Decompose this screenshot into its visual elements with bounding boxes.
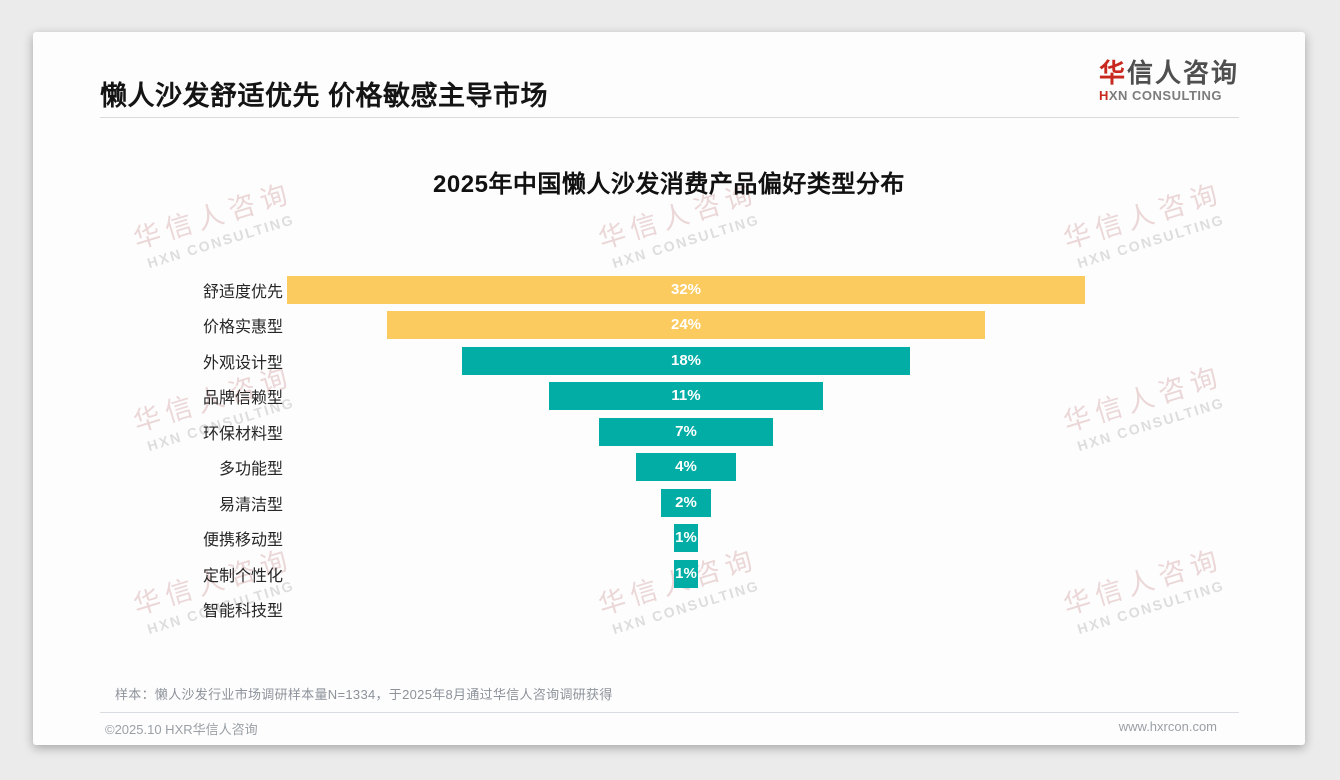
value-label: 4% xyxy=(675,458,697,476)
category-label: 定制个性化 xyxy=(202,567,283,585)
chart-row: 定制个性化 1% xyxy=(100,556,1238,592)
header-divider xyxy=(100,117,1239,118)
chart-row: 价格实惠型 24% xyxy=(100,308,1238,344)
funnel-bar: 18% xyxy=(461,346,911,375)
chart-title: 2025年中国懒人沙发消费产品偏好类型分布 xyxy=(433,171,905,198)
brand-logo-english: HXN CONSULTING xyxy=(1099,88,1239,103)
chart-row: 环保材料型 7% xyxy=(100,414,1238,450)
brand-logo-en-rest: XN CONSULTING xyxy=(1108,88,1223,103)
category-label: 便携移动型 xyxy=(202,532,283,550)
value-label: 32% xyxy=(670,280,702,298)
value-label: 11% xyxy=(671,387,701,405)
chart-row: 多功能型 4% xyxy=(100,450,1238,486)
bar-zone: 18% xyxy=(287,346,1085,375)
watermark-english: HXN CONSULTING xyxy=(145,211,297,272)
chart-row: 易清洁型 2% xyxy=(100,485,1238,521)
category-label: 智能科技型 xyxy=(202,603,283,621)
chart-row: 品牌信赖型 11% xyxy=(100,379,1238,415)
sample-note: 样本：懒人沙发行业市场调研样本量N=1334，于2025年8月通过华信人咨询调研… xyxy=(115,687,613,702)
category-label: 环保材料型 xyxy=(202,425,283,443)
category-label: 易清洁型 xyxy=(218,496,283,514)
category-label: 价格实惠型 xyxy=(202,319,283,337)
brand-logo-chinese: 华信人咨询 xyxy=(1099,58,1239,88)
funnel-chart: 舒适度优先 32% 价格实惠型 24% 外观设计型 18% 品牌信赖型 11% 环保材料型 7% 多… xyxy=(100,272,1238,627)
value-label: 1% xyxy=(675,529,697,547)
brand-logo-gray-chars: 信人咨询 xyxy=(1126,58,1239,88)
bar-zone: 1% xyxy=(287,524,1085,553)
watermark-english: HXN CONSULTING xyxy=(1075,211,1227,272)
value-label: 1% xyxy=(675,564,697,582)
funnel-bar: 1% xyxy=(673,559,699,588)
website-url: www.hxrcon.com xyxy=(1118,719,1217,734)
bar-zone: 1% xyxy=(287,559,1085,588)
chart-row: 智能科技型 xyxy=(100,592,1238,628)
footer-divider xyxy=(100,712,1239,713)
brand-logo: 华信人咨询 HXN CONSULTING xyxy=(1099,58,1239,103)
bar-zone: 24% xyxy=(287,311,1085,340)
brand-logo-red-char: 华 xyxy=(1098,58,1127,88)
category-label: 品牌信赖型 xyxy=(202,390,283,408)
funnel-bar: 24% xyxy=(386,311,986,340)
chart-row: 便携移动型 1% xyxy=(100,521,1238,557)
page-title: 懒人沙发舒适优先 价格敏感主导市场 xyxy=(100,81,549,111)
funnel-bar: 7% xyxy=(598,417,774,446)
funnel-bar: 32% xyxy=(287,275,1085,304)
bar-zone: 4% xyxy=(287,453,1085,482)
bar-zone xyxy=(287,595,1085,623)
value-label: 24% xyxy=(670,316,702,334)
value-label: 18% xyxy=(670,351,702,369)
footer-bar: ©2025.10 HXR华信人咨询 www.hxrcon.com xyxy=(105,719,1217,738)
copyright-text: ©2025.10 HXR华信人咨询 xyxy=(105,722,258,737)
watermark-english: HXN CONSULTING xyxy=(610,211,762,272)
category-label: 多功能型 xyxy=(218,461,283,479)
bar-zone: 11% xyxy=(287,382,1085,411)
report-card: 华信人咨询 HXN CONSULTING 华信人咨询 HXN CONSULTING 华信… xyxy=(33,32,1305,745)
funnel-bar: 1% xyxy=(673,524,699,553)
category-label: 舒适度优先 xyxy=(202,283,283,301)
category-label: 外观设计型 xyxy=(202,354,283,372)
chart-rows: 舒适度优先 32% 价格实惠型 24% 外观设计型 18% 品牌信赖型 11% 环保材料型 7% 多… xyxy=(100,272,1238,627)
chart-row: 外观设计型 18% xyxy=(100,343,1238,379)
value-label: 7% xyxy=(675,422,697,440)
funnel-bar: 4% xyxy=(636,453,736,482)
funnel-bar: 2% xyxy=(661,488,711,517)
value-label: 2% xyxy=(675,493,697,511)
funnel-bar: 11% xyxy=(548,382,824,411)
chart-row: 舒适度优先 32% xyxy=(100,272,1238,308)
brand-logo-en-first: H xyxy=(1098,88,1109,103)
bar-zone: 32% xyxy=(287,275,1085,304)
bar-zone: 7% xyxy=(287,417,1085,446)
bar-zone: 2% xyxy=(287,488,1085,517)
